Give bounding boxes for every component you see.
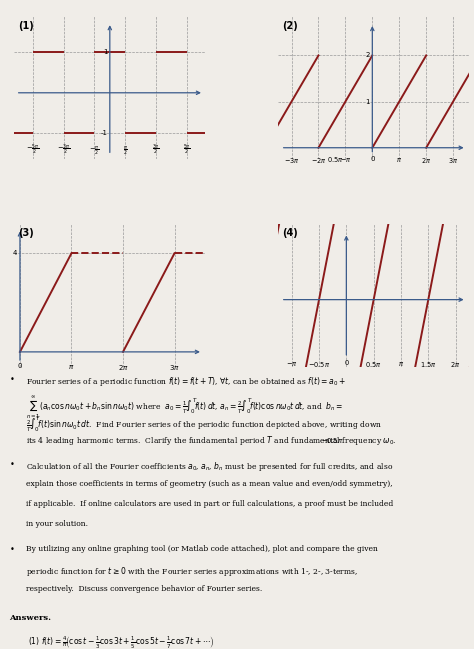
Text: if applicable.  If online calculators are used in part or full calculations, a p: if applicable. If online calculators are… bbox=[26, 500, 393, 508]
Text: $\frac{3\pi}{2}$: $\frac{3\pi}{2}$ bbox=[152, 143, 160, 157]
Text: -1: -1 bbox=[101, 130, 108, 136]
Text: $\pi$: $\pi$ bbox=[68, 363, 74, 371]
Text: 0: 0 bbox=[18, 363, 22, 369]
Text: (2): (2) bbox=[282, 21, 298, 31]
Text: in your solution.: in your solution. bbox=[26, 520, 88, 528]
Text: Fourier series of a periodic function $f(t) = f(t+T)$, $\forall t$, can be obtai: Fourier series of a periodic function $f… bbox=[26, 374, 346, 387]
Text: $\frac{5\pi}{2}$: $\frac{5\pi}{2}$ bbox=[183, 143, 191, 157]
Text: $\frac{2}{T}\!\int_0^T\!f(t)\sin n\omega_0 t\,dt$.  Find Fourier series of the p: $\frac{2}{T}\!\int_0^T\!f(t)\sin n\omega… bbox=[26, 414, 382, 434]
Text: $\frac{\pi}{2}$: $\frac{\pi}{2}$ bbox=[123, 145, 128, 157]
Text: explain those coefficients in terms of geometry (such as a mean value and even/o: explain those coefficients in terms of g… bbox=[26, 480, 392, 488]
Text: $-0.5\pi$: $-0.5\pi$ bbox=[321, 435, 343, 445]
Text: Answers.: Answers. bbox=[9, 614, 52, 622]
Text: $-3\pi$: $-3\pi$ bbox=[284, 156, 299, 165]
Text: $0.5\pi$: $0.5\pi$ bbox=[327, 154, 343, 164]
Text: $-\pi$: $-\pi$ bbox=[286, 360, 298, 369]
Text: •: • bbox=[9, 545, 14, 554]
Text: •: • bbox=[9, 460, 14, 469]
Text: $0.5\pi$: $0.5\pi$ bbox=[365, 360, 382, 369]
Text: $\pi$: $\pi$ bbox=[396, 156, 402, 164]
Text: $2\pi$: $2\pi$ bbox=[450, 360, 461, 369]
Text: •: • bbox=[9, 374, 14, 384]
Text: 1: 1 bbox=[365, 99, 370, 104]
Text: $-2\pi$: $-2\pi$ bbox=[310, 156, 326, 165]
Text: $(1)\ f(t) = \frac{4}{\pi}\!\left(\cos t - \frac{1}{3}\cos 3t + \frac{1}{5}\cos : $(1)\ f(t) = \frac{4}{\pi}\!\left(\cos t… bbox=[28, 635, 215, 649]
Text: 4: 4 bbox=[13, 251, 17, 256]
Text: $3\pi$: $3\pi$ bbox=[169, 363, 180, 372]
Text: $-\pi$: $-\pi$ bbox=[340, 156, 351, 164]
Text: 1: 1 bbox=[103, 49, 108, 56]
Text: $-0.5\pi$: $-0.5\pi$ bbox=[308, 360, 330, 369]
Text: $-\frac{3\pi}{2}$: $-\frac{3\pi}{2}$ bbox=[57, 143, 70, 157]
Text: 2: 2 bbox=[366, 53, 370, 58]
Text: (4): (4) bbox=[282, 228, 298, 238]
Text: $2\pi$: $2\pi$ bbox=[118, 363, 128, 372]
Text: $2\pi$: $2\pi$ bbox=[421, 156, 431, 165]
Text: periodic function for $t\geq 0$ with the Fourier series approximations with 1-, : periodic function for $t\geq 0$ with the… bbox=[26, 565, 358, 578]
Text: By utilizing any online graphing tool (or Matlab code attached), plot and compar: By utilizing any online graphing tool (o… bbox=[26, 545, 378, 554]
Text: $1.5\pi$: $1.5\pi$ bbox=[420, 360, 437, 369]
Text: $3\pi$: $3\pi$ bbox=[448, 156, 458, 165]
Text: 0: 0 bbox=[345, 360, 349, 367]
Text: (3): (3) bbox=[18, 228, 34, 238]
Text: $\pi$: $\pi$ bbox=[398, 360, 404, 369]
Text: $-\frac{\pi}{2}$: $-\frac{\pi}{2}$ bbox=[89, 145, 100, 157]
Text: 0: 0 bbox=[370, 156, 374, 162]
Text: $\sum_{n=1}^{\infty}(a_n\cos n\omega_0 t + b_n\sin n\omega_0 t)$ where  $a_0=\fr: $\sum_{n=1}^{\infty}(a_n\cos n\omega_0 t… bbox=[26, 395, 343, 421]
Text: $-\frac{5\pi}{2}$: $-\frac{5\pi}{2}$ bbox=[26, 143, 39, 157]
Text: (1): (1) bbox=[18, 21, 34, 31]
Text: its 4 leading harmonic terms.  Clarify the fundamental period $T$ and fundamenta: its 4 leading harmonic terms. Clarify th… bbox=[26, 434, 397, 447]
Text: respectively.  Discuss convergence behavior of Fourier series.: respectively. Discuss convergence behavi… bbox=[26, 585, 262, 593]
Text: Calculation of all the Fourier coefficients $a_0$, $a_n$, $b_n$ must be presente: Calculation of all the Fourier coefficie… bbox=[26, 460, 393, 473]
